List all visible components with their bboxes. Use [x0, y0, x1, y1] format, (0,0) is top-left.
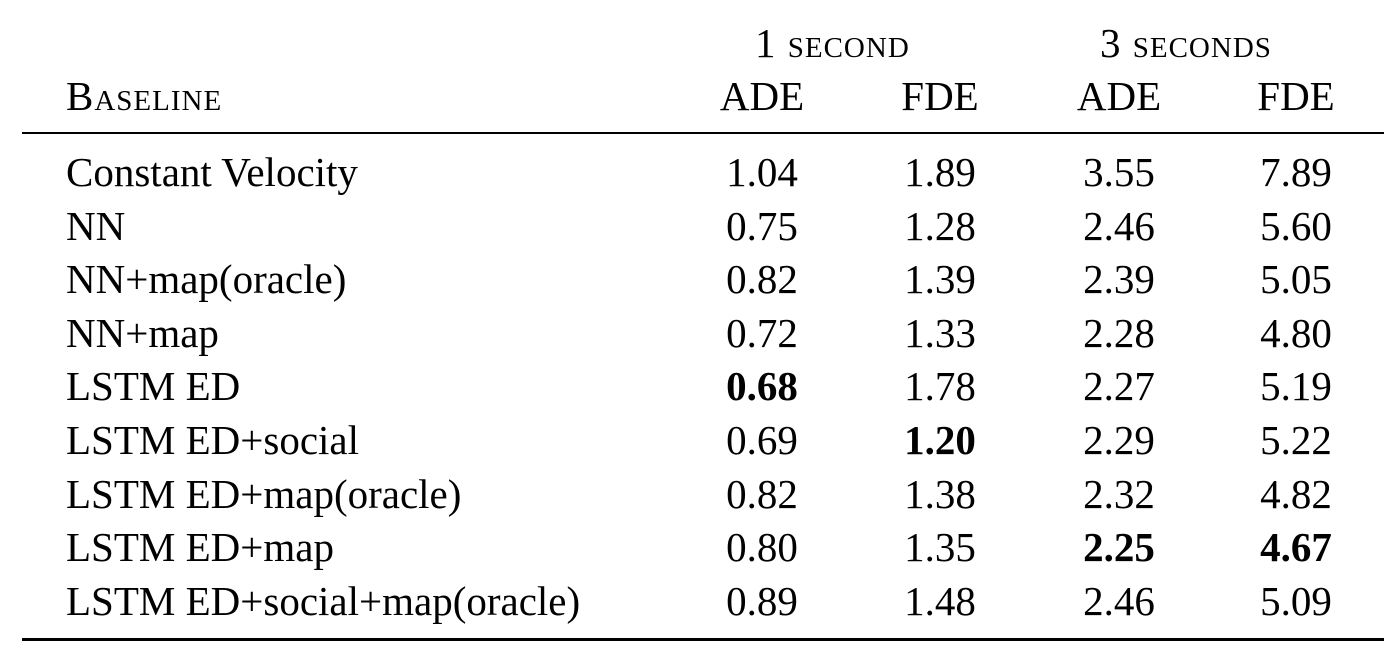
- row-value-ade1: 0.89: [726, 578, 798, 624]
- row-value-ade1: 0.82: [726, 471, 798, 517]
- row-value-fde1: 1.20: [904, 417, 976, 463]
- row-value-fde3: 4.67: [1260, 524, 1332, 570]
- row-value-fde3: 4.82: [1260, 471, 1332, 517]
- header-ade-1s: ADE: [719, 73, 805, 119]
- row-value-fde3: 4.80: [1260, 310, 1332, 356]
- row-value-fde3: 5.22: [1260, 417, 1332, 463]
- header-fde-1s: FDE: [901, 73, 979, 119]
- row-value-fde3: 7.89: [1260, 149, 1332, 195]
- row-value-fde1: 1.89: [904, 149, 976, 195]
- bottom-rule: [22, 638, 1384, 641]
- row-value-ade3: 2.46: [1083, 203, 1155, 249]
- header-rule: [22, 132, 1384, 134]
- row-value-ade3: 2.28: [1083, 310, 1155, 356]
- row-value-fde3: 5.05: [1260, 256, 1332, 302]
- row-value-ade1: 1.04: [726, 149, 798, 195]
- row-value-fde3: 5.09: [1260, 578, 1332, 624]
- row-value-fde1: 1.48: [904, 578, 976, 624]
- header-fde-3s: FDE: [1257, 73, 1335, 119]
- row-value-ade1: 0.80: [726, 524, 798, 570]
- row-baseline-name: LSTM ED+social: [66, 417, 360, 463]
- row-baseline-name: LSTM ED+map: [66, 524, 334, 570]
- row-value-ade3: 2.46: [1083, 578, 1155, 624]
- row-value-fde1: 1.78: [904, 363, 976, 409]
- row-baseline-name: NN+map(oracle): [66, 256, 347, 302]
- row-value-ade3: 2.32: [1083, 471, 1155, 517]
- row-baseline-name: LSTM ED: [66, 363, 241, 409]
- row-value-ade1: 0.68: [726, 363, 798, 409]
- row-baseline-name: LSTM ED+map(oracle): [66, 471, 462, 517]
- row-value-fde1: 1.39: [904, 256, 976, 302]
- row-value-fde3: 5.19: [1260, 363, 1332, 409]
- row-value-ade3: 2.25: [1083, 524, 1155, 570]
- row-value-fde1: 1.28: [904, 203, 976, 249]
- row-value-ade1: 0.69: [726, 417, 798, 463]
- header-baseline: Baseline: [66, 73, 223, 119]
- row-value-ade3: 2.27: [1083, 363, 1155, 409]
- row-value-ade3: 2.29: [1083, 417, 1155, 463]
- row-value-fde1: 1.33: [904, 310, 976, 356]
- row-value-ade1: 0.75: [726, 203, 798, 249]
- row-value-fde3: 5.60: [1260, 203, 1332, 249]
- row-value-ade1: 0.82: [726, 256, 798, 302]
- row-value-ade1: 0.72: [726, 310, 798, 356]
- header-group-3-seconds: 3 seconds: [1100, 20, 1272, 66]
- row-baseline-name: NN: [66, 203, 126, 249]
- row-value-fde1: 1.35: [904, 524, 976, 570]
- row-baseline-name: Constant Velocity: [66, 149, 358, 195]
- header-ade-3s: ADE: [1076, 73, 1162, 119]
- row-value-fde1: 1.38: [904, 471, 976, 517]
- row-value-ade3: 3.55: [1083, 149, 1155, 195]
- row-value-ade3: 2.39: [1083, 256, 1155, 302]
- row-baseline-name: NN+map: [66, 310, 219, 356]
- header-group-1-second: 1 second: [755, 20, 910, 66]
- row-baseline-name: LSTM ED+social+map(oracle): [66, 578, 581, 624]
